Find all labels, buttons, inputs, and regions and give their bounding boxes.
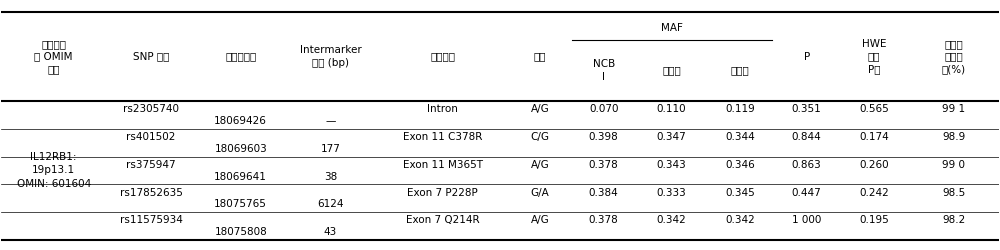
Text: Exon 11 C378R: Exon 11 C378R (403, 132, 482, 142)
Text: IL12RB1:
19p13.1
OMIN: 601604: IL12RB1: 19p13.1 OMIN: 601604 (17, 152, 91, 188)
Text: 0.343: 0.343 (657, 160, 686, 170)
Text: 0.378: 0.378 (589, 160, 619, 170)
Text: —: — (325, 116, 336, 126)
Text: 0.384: 0.384 (589, 188, 619, 198)
Text: 0.174: 0.174 (859, 132, 889, 142)
Text: 0.346: 0.346 (725, 160, 755, 170)
Text: 0.110: 0.110 (657, 104, 686, 114)
Text: 38: 38 (324, 172, 337, 181)
Text: A/G: A/G (531, 216, 549, 226)
Text: 98.2: 98.2 (942, 216, 965, 226)
Text: 0.347: 0.347 (657, 132, 686, 142)
Text: 突变: 突变 (534, 52, 546, 62)
Text: MAF: MAF (661, 23, 683, 33)
Text: C/G: C/G (530, 132, 549, 142)
Text: SNP 编号: SNP 编号 (133, 52, 169, 62)
Text: 0.447: 0.447 (792, 188, 822, 198)
Text: 0.378: 0.378 (589, 216, 619, 226)
Text: 0.565: 0.565 (859, 104, 889, 114)
Text: 18069641: 18069641 (214, 172, 267, 181)
Text: 对照组: 对照组 (662, 65, 681, 75)
Text: 99 0: 99 0 (942, 160, 965, 170)
Text: 0.342: 0.342 (657, 216, 686, 226)
Text: 0.260: 0.260 (859, 160, 889, 170)
Text: Exon 11 M365T: Exon 11 M365T (403, 160, 483, 170)
Text: 0.344: 0.344 (725, 132, 755, 142)
Text: P: P (804, 52, 810, 62)
Text: 18069426: 18069426 (214, 116, 267, 126)
Text: 98.5: 98.5 (942, 188, 965, 198)
Text: Exon 7 Q214R: Exon 7 Q214R (406, 216, 479, 226)
Text: rs375947: rs375947 (126, 160, 176, 170)
Text: rs2305740: rs2305740 (123, 104, 179, 114)
Text: 99 1: 99 1 (942, 104, 965, 114)
Text: 基因位置
及 OMIM
编号: 基因位置 及 OMIM 编号 (34, 39, 73, 74)
Text: 0.345: 0.345 (725, 188, 755, 198)
Text: 18075808: 18075808 (214, 227, 267, 237)
Text: rs11575934: rs11575934 (120, 216, 182, 226)
Text: A/G: A/G (531, 104, 549, 114)
Text: NCB
I: NCB I (593, 59, 615, 82)
Text: 0.070: 0.070 (589, 104, 618, 114)
Text: 0.351: 0.351 (792, 104, 822, 114)
Text: G/A: G/A (531, 188, 549, 198)
Text: 1 000: 1 000 (792, 216, 821, 226)
Text: 基因定位: 基因定位 (430, 52, 455, 62)
Text: 0.195: 0.195 (859, 216, 889, 226)
Text: HWE
检验
P値: HWE 检验 P値 (862, 39, 886, 74)
Text: 18075765: 18075765 (214, 199, 267, 209)
Text: rs17852635: rs17852635 (120, 188, 182, 198)
Text: Intermarker
距离 (bp): Intermarker 距离 (bp) (300, 46, 361, 68)
Text: 98.9: 98.9 (942, 132, 965, 142)
Text: 6124: 6124 (317, 199, 344, 209)
Text: 0.119: 0.119 (725, 104, 755, 114)
Text: 基因型
分型比
率(%): 基因型 分型比 率(%) (942, 39, 966, 74)
Text: 0.863: 0.863 (792, 160, 822, 170)
Text: 0.342: 0.342 (725, 216, 755, 226)
Text: A/G: A/G (531, 160, 549, 170)
Text: Exon 7 P228P: Exon 7 P228P (407, 188, 478, 198)
Text: Intron: Intron (427, 104, 458, 114)
Text: 177: 177 (321, 144, 340, 154)
Text: 染色体位置: 染色体位置 (225, 52, 256, 62)
Text: rs401502: rs401502 (126, 132, 176, 142)
Text: 18069603: 18069603 (214, 144, 267, 154)
Text: 0.844: 0.844 (792, 132, 822, 142)
Text: 0.333: 0.333 (657, 188, 686, 198)
Text: 0.398: 0.398 (589, 132, 619, 142)
Text: 0.242: 0.242 (859, 188, 889, 198)
Text: 结核组: 结核组 (730, 65, 749, 75)
Text: 43: 43 (324, 227, 337, 237)
